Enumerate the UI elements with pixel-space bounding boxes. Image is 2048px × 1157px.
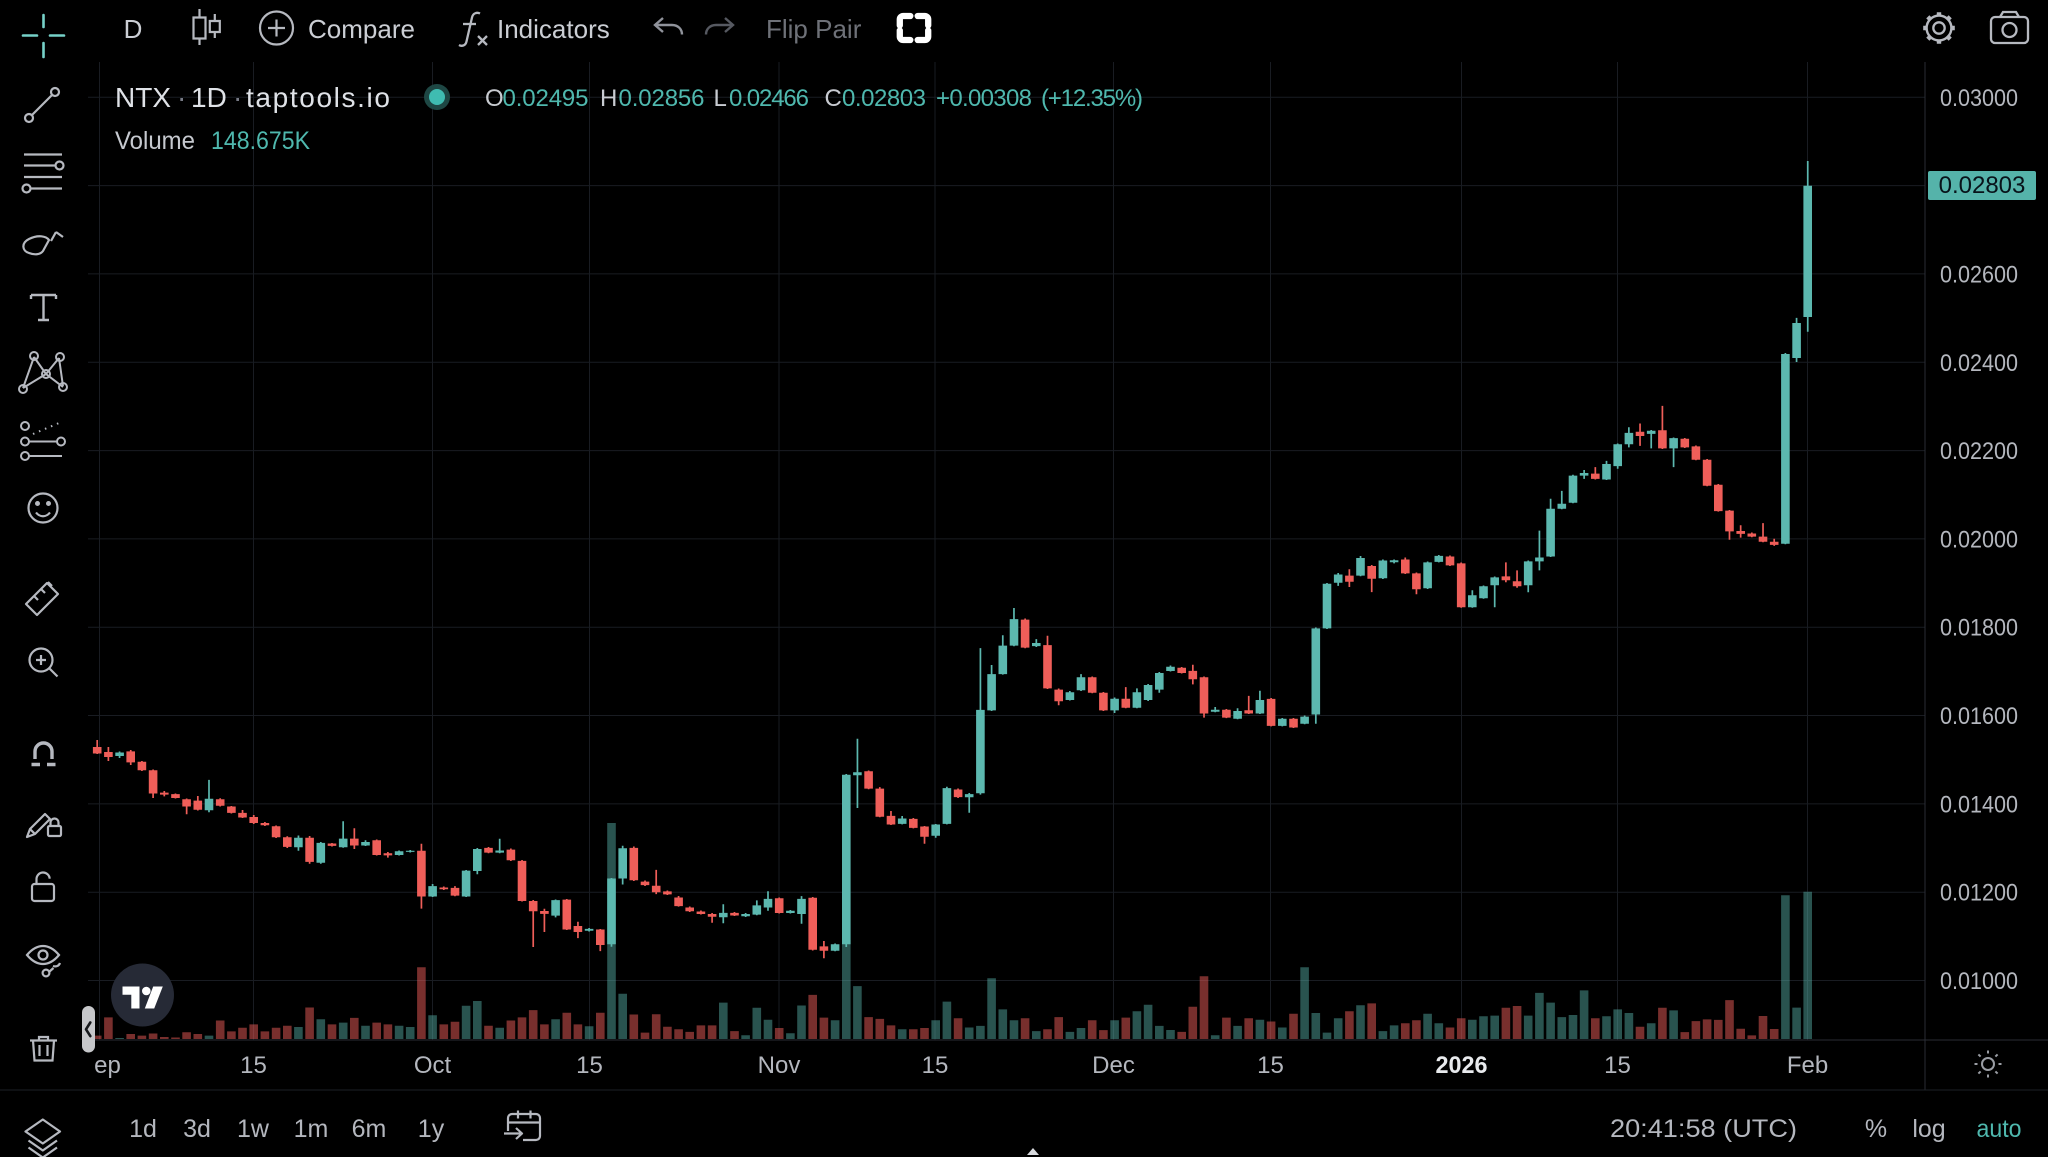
svg-text:0.02803: 0.02803 bbox=[842, 85, 926, 112]
svg-text:2026: 2026 bbox=[1436, 1052, 1488, 1079]
svg-text:·: · bbox=[177, 82, 186, 113]
svg-text:0.02200: 0.02200 bbox=[1940, 438, 2018, 465]
svg-text:15: 15 bbox=[1257, 1052, 1284, 1079]
svg-text:C: C bbox=[825, 85, 842, 112]
svg-text:15: 15 bbox=[922, 1052, 949, 1079]
svg-text:Indicators: Indicators bbox=[497, 14, 610, 44]
svg-text:0.01400: 0.01400 bbox=[1940, 791, 2018, 818]
svg-text:6m: 6m bbox=[352, 1115, 387, 1143]
svg-text:%: % bbox=[1865, 1115, 1887, 1143]
svg-text:15: 15 bbox=[240, 1052, 267, 1079]
svg-text:Oct: Oct bbox=[414, 1052, 452, 1079]
svg-text:taptools.io: taptools.io bbox=[246, 82, 390, 113]
svg-text:0.01600: 0.01600 bbox=[1940, 703, 2018, 730]
svg-text:(+12.35%): (+12.35%) bbox=[1041, 85, 1143, 112]
svg-text:0.03000: 0.03000 bbox=[1940, 85, 2018, 112]
svg-text:0.02400: 0.02400 bbox=[1940, 350, 2018, 377]
svg-text:log: log bbox=[1912, 1115, 1945, 1143]
svg-text:·: · bbox=[233, 82, 242, 113]
svg-text:0.02466: 0.02466 bbox=[729, 85, 809, 112]
svg-text:H: H bbox=[600, 85, 617, 112]
svg-text:148.675K: 148.675K bbox=[211, 127, 310, 155]
svg-text:NTX: NTX bbox=[115, 82, 171, 113]
svg-text:1m: 1m bbox=[294, 1115, 329, 1143]
svg-text:0.02495: 0.02495 bbox=[503, 85, 589, 112]
svg-text:Compare: Compare bbox=[308, 14, 415, 44]
svg-text:0.02600: 0.02600 bbox=[1940, 261, 2018, 288]
svg-text:15: 15 bbox=[1604, 1052, 1631, 1079]
svg-text:1w: 1w bbox=[237, 1115, 270, 1143]
svg-text:0.01000: 0.01000 bbox=[1940, 968, 2018, 995]
svg-text:20:41:58 (UTC): 20:41:58 (UTC) bbox=[1610, 1115, 1797, 1143]
svg-text:0.01800: 0.01800 bbox=[1940, 615, 2018, 642]
svg-text:Sep: Sep bbox=[78, 1052, 121, 1079]
svg-text:1y: 1y bbox=[418, 1115, 445, 1143]
svg-text:3d: 3d bbox=[183, 1115, 211, 1143]
svg-text:Volume: Volume bbox=[115, 127, 195, 155]
svg-text:D: D bbox=[124, 14, 143, 44]
svg-text:15: 15 bbox=[576, 1052, 603, 1079]
svg-text:+0.00308: +0.00308 bbox=[936, 85, 1032, 112]
svg-text:Feb: Feb bbox=[1787, 1052, 1828, 1079]
svg-text:0.02803: 0.02803 bbox=[1939, 172, 2026, 199]
svg-text:1D: 1D bbox=[191, 82, 227, 113]
svg-text:1d: 1d bbox=[129, 1115, 157, 1143]
svg-text:0.02856: 0.02856 bbox=[619, 85, 705, 112]
svg-text:Nov: Nov bbox=[758, 1052, 801, 1079]
svg-text:Dec: Dec bbox=[1092, 1052, 1135, 1079]
svg-text:0.01200: 0.01200 bbox=[1940, 880, 2018, 907]
svg-text:Flip Pair: Flip Pair bbox=[766, 14, 862, 44]
svg-text:auto: auto bbox=[1977, 1115, 2022, 1143]
svg-text:O: O bbox=[485, 85, 504, 112]
svg-text:0.02000: 0.02000 bbox=[1940, 526, 2018, 553]
svg-text:L: L bbox=[714, 85, 727, 112]
